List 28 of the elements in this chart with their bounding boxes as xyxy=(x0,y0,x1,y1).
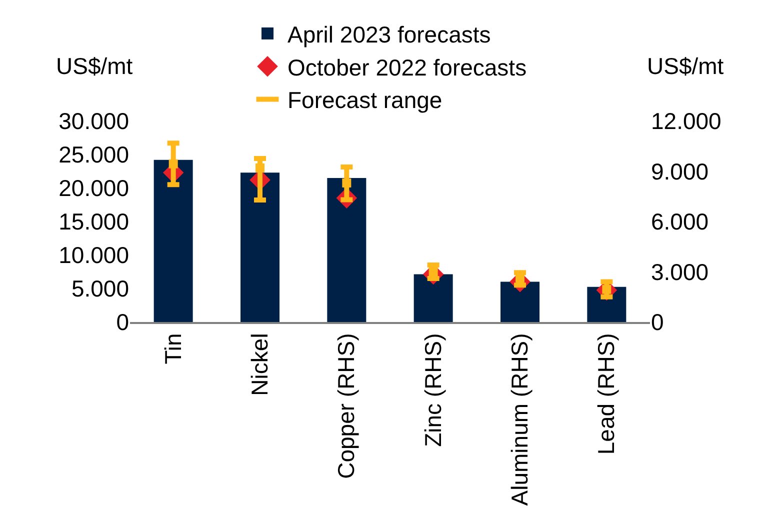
legend-label: April 2023 forecasts xyxy=(288,21,491,48)
x-tick-label: Tin xyxy=(160,333,186,364)
y-tick-label: 20.000 xyxy=(58,175,129,202)
bar xyxy=(327,178,366,322)
y2-tick-label: 0 xyxy=(651,309,664,336)
y-tick-label: 30.000 xyxy=(58,108,129,134)
y-tick-label: 5.000 xyxy=(71,276,129,302)
legend-label: October 2022 forecasts xyxy=(288,54,527,80)
point xyxy=(168,159,178,168)
y-tick-label: 15.000 xyxy=(58,208,129,235)
y-axis-title: US$/mt xyxy=(56,53,134,79)
x-tick-label: Nickel xyxy=(246,333,272,396)
y-tick-label: 10.000 xyxy=(58,242,129,268)
y-tick-label: 25.000 xyxy=(58,142,129,168)
x-tick-label: Aluminum (RHS) xyxy=(506,333,532,506)
y2-tick-label: 9.000 xyxy=(651,158,709,184)
y2-tick-label: 6.000 xyxy=(651,208,709,235)
legend-label: Forecast range xyxy=(288,87,442,114)
y2-axis-title: US$/mt xyxy=(647,53,724,79)
x-tick-label: Copper (RHS) xyxy=(333,333,360,479)
y2-tick-label: 12.000 xyxy=(651,108,722,134)
point xyxy=(256,163,264,172)
bar xyxy=(500,282,540,322)
x-tick-label: Lead (RHS) xyxy=(593,333,620,455)
x-tick-label: Zinc (RHS) xyxy=(420,333,446,447)
y-tick-label: 0 xyxy=(116,309,129,336)
y2-tick-label: 3.000 xyxy=(651,258,709,285)
bar xyxy=(414,274,453,322)
